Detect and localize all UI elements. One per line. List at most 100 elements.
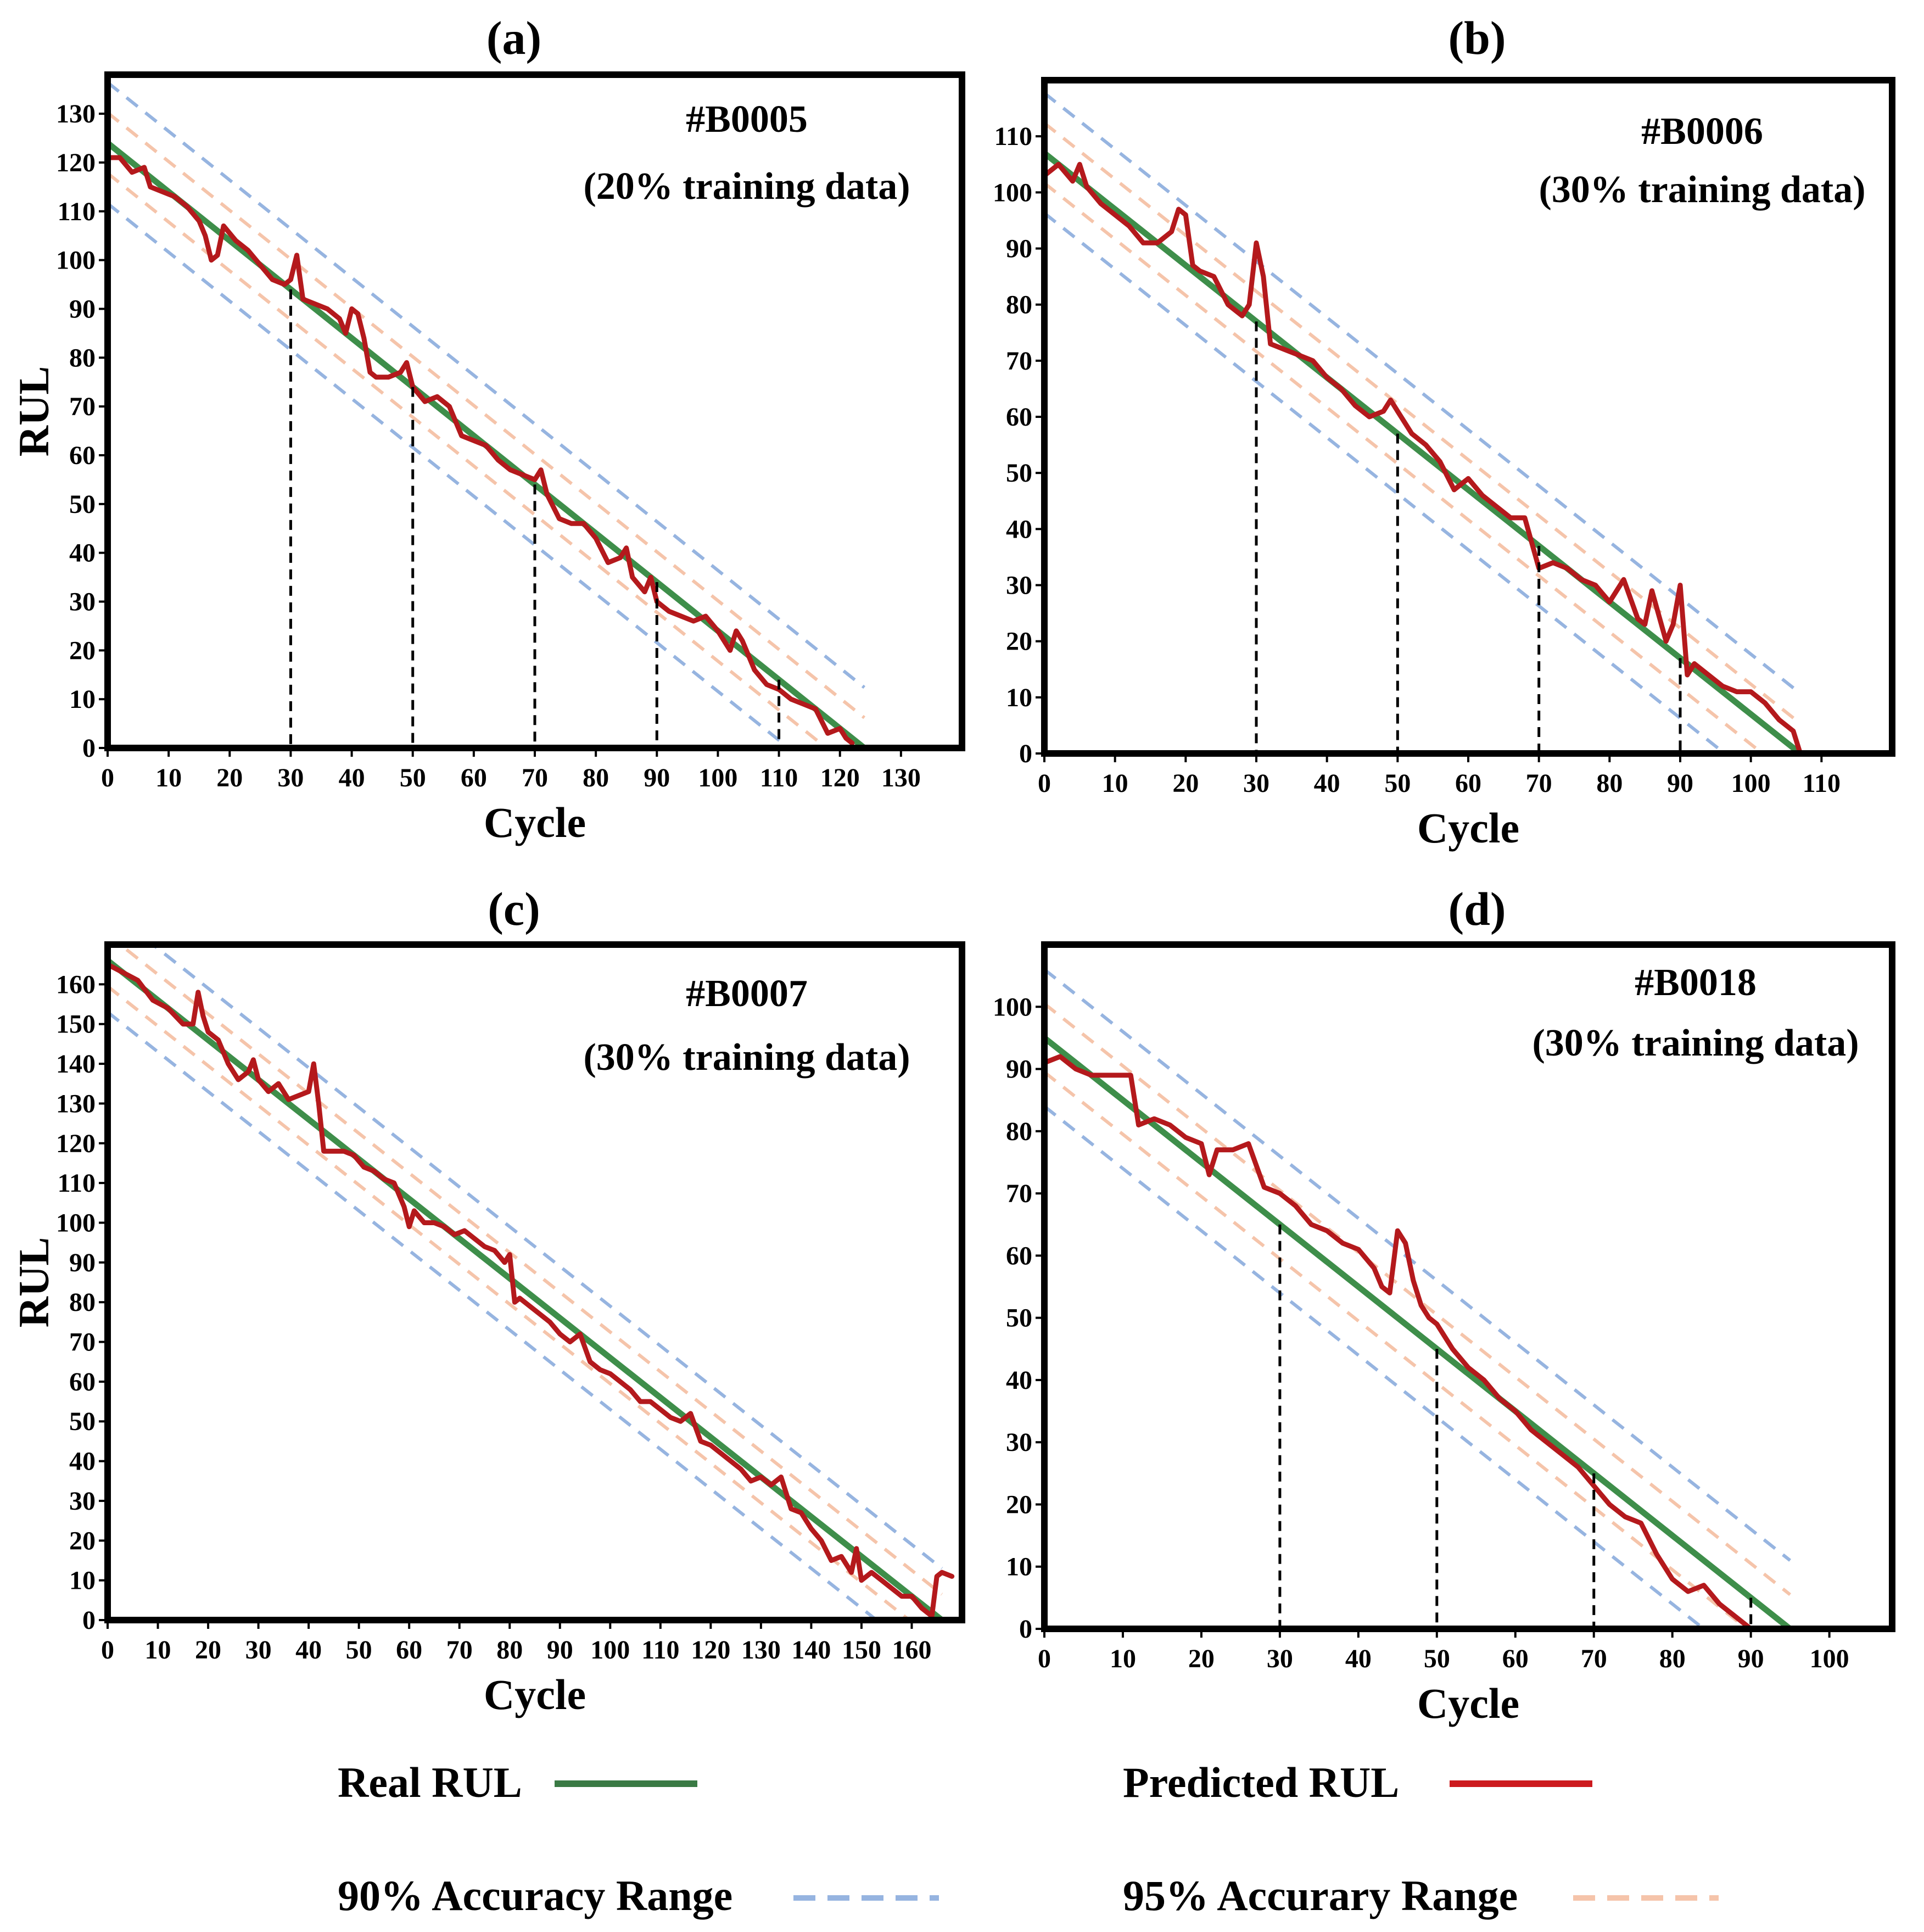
chart3-ytick-label-7: 70 <box>1006 1179 1032 1208</box>
chart2-xtick-label-9: 90 <box>547 1635 573 1665</box>
legend-range90-label: 90% Accuracy Range <box>338 1872 732 1919</box>
chart2-ytick-label-9: 90 <box>69 1248 96 1277</box>
chart0-ytick-label-9: 90 <box>69 294 96 323</box>
chart2-ytick-label-8: 80 <box>69 1288 96 1317</box>
chart3-xtick-label-3: 30 <box>1267 1644 1293 1673</box>
chart3-ytick-label-5: 50 <box>1006 1304 1032 1333</box>
chart0-frame <box>104 71 965 751</box>
chart1-xtick-label-3: 30 <box>1243 769 1269 798</box>
chart2-xtick-label-11: 110 <box>641 1635 679 1665</box>
chart2-ytick-label-1: 10 <box>69 1566 96 1595</box>
chart1-frame <box>1041 77 1895 757</box>
chart1-xtick-label-11: 110 <box>1803 769 1841 798</box>
chart3-xlabel: Cycle <box>1417 1679 1519 1727</box>
chart0-ytick-label-6: 60 <box>69 441 96 470</box>
chart0-ytick-label-0: 0 <box>82 734 96 763</box>
chart1-ytick-label-4: 40 <box>1006 515 1032 544</box>
chart0-ylabel: RUL <box>10 366 58 457</box>
chart3-range90-lower <box>1044 1105 1707 1629</box>
chart2-xtick-label-1: 10 <box>145 1635 171 1665</box>
chart1-ytick-label-8: 80 <box>1006 291 1032 320</box>
chart1-xtick-label-10: 100 <box>1731 769 1771 798</box>
chart1-ytick-label-2: 20 <box>1006 627 1032 656</box>
chart0-ytick-label-8: 80 <box>69 343 96 372</box>
chart3-ytick-label-4: 40 <box>1006 1366 1032 1395</box>
chart1-ytick-label-10: 100 <box>993 178 1032 207</box>
chart1-xtick-label-8: 80 <box>1596 769 1623 798</box>
chart0-xtick-label-8: 80 <box>583 763 609 792</box>
chart1-ytick-label-6: 60 <box>1006 403 1032 432</box>
chart3-ytick-label-9: 90 <box>1006 1055 1032 1084</box>
chart2-xtick-label-10: 100 <box>590 1635 630 1665</box>
chart2-range95-upper <box>118 945 943 1596</box>
chart3-battery-id: #B0018 <box>1635 962 1757 1004</box>
chart2-ytick-label-3: 30 <box>69 1487 96 1516</box>
chart1-range95-upper <box>1044 121 1802 725</box>
legend-range95-label: 95% Accurary Range <box>1123 1872 1518 1919</box>
chart3-xtick-label-0: 0 <box>1038 1644 1051 1673</box>
chart0-xtick-label-10: 100 <box>698 763 737 792</box>
chart0-xtick-label-5: 50 <box>400 763 426 792</box>
chart0-battery-id: #B0005 <box>686 98 808 141</box>
chart3-training-note: (30% training data) <box>1533 1022 1859 1064</box>
chart2-ytick-label-16: 160 <box>56 970 96 999</box>
chart0-range95-lower <box>108 172 830 748</box>
chart2-xtick-label-3: 30 <box>245 1635 272 1665</box>
chart3-frame <box>1041 941 1895 1632</box>
chart3-xtick-label-7: 70 <box>1581 1644 1607 1673</box>
chart1-panel-label: (b) <box>1448 12 1506 64</box>
chart1-ytick-label-3: 30 <box>1006 571 1032 600</box>
chart3-xtick-label-8: 80 <box>1659 1644 1686 1673</box>
chart1-ytick-label-7: 70 <box>1006 347 1032 376</box>
chart1-ytick-label-5: 50 <box>1006 459 1032 488</box>
chart1-range90-lower <box>1044 211 1727 753</box>
legend-real-label: Real RUL <box>338 1758 522 1806</box>
chart1-xlabel: Cycle <box>1417 804 1519 852</box>
chart3-xtick-label-10: 100 <box>1810 1644 1849 1673</box>
chart1-xtick-label-5: 50 <box>1384 769 1411 798</box>
chart2-ylabel: RUL <box>10 1237 58 1328</box>
chart1-xtick-label-4: 40 <box>1314 769 1340 798</box>
chart2-battery-id: #B0007 <box>686 973 808 1015</box>
chart0-ytick-label-4: 40 <box>69 539 96 568</box>
chart1-xtick-label-7: 70 <box>1526 769 1552 798</box>
chart2-xtick-label-14: 140 <box>791 1635 831 1665</box>
chart0-xtick-label-9: 90 <box>644 763 670 792</box>
panel-a: 0 10 20 30 40 50 60 70 80 90 100 110 120 130 0 10 20 30 40… <box>10 12 965 846</box>
chart1-range95-lower <box>1044 182 1765 753</box>
legend: Real RUL Predicted RUL 90% Accuracy Rang… <box>338 1758 1719 1919</box>
chart0-ytick-label-10: 100 <box>56 246 96 275</box>
chart1-ytick-label-11: 110 <box>994 122 1032 151</box>
chart3-panel-label: (d) <box>1448 883 1506 935</box>
chart2-ytick-label-2: 20 <box>69 1526 96 1555</box>
chart1-xtick-label-2: 20 <box>1172 769 1199 798</box>
chart0-ytick-label-3: 30 <box>69 587 96 616</box>
chart2-xtick-label-15: 150 <box>842 1635 881 1665</box>
chart0-ytick-label-7: 70 <box>69 392 96 421</box>
chart0-range90-lower <box>108 202 792 748</box>
chart1-training-note: (30% training data) <box>1539 169 1866 211</box>
chart1-ytick-label-1: 10 <box>1006 683 1032 712</box>
chart1-plot-area <box>1044 92 1804 753</box>
chart0-predicted-rul-line <box>108 155 855 746</box>
chart2-ytick-label-14: 140 <box>56 1049 96 1079</box>
chart0-panel-label: (a) <box>486 12 541 64</box>
chart2-ytick-label-0: 0 <box>82 1606 96 1635</box>
chart3-xtick-label-4: 40 <box>1345 1644 1372 1673</box>
chart2-xtick-label-8: 80 <box>496 1635 523 1665</box>
chart3-ytick-label-3: 30 <box>1006 1428 1032 1457</box>
chart3-xtick-label-2: 20 <box>1188 1644 1215 1673</box>
chart3-range90-upper <box>1044 968 1792 1562</box>
chart3-plot-area <box>1044 968 1793 1629</box>
chart1-xtick-label-0: 0 <box>1038 769 1051 798</box>
chart2-xtick-label-7: 70 <box>446 1635 473 1665</box>
chart2-xtick-label-2: 20 <box>195 1635 221 1665</box>
chart3-ytick-label-2: 20 <box>1006 1490 1032 1519</box>
chart1-real-rul-line <box>1044 150 1804 753</box>
chart2-range90-lower <box>108 1010 880 1620</box>
chart3-real-rul-line <box>1044 1035 1793 1629</box>
chart2-ytick-label-7: 70 <box>69 1328 96 1357</box>
chart3-ytick-label-0: 0 <box>1019 1615 1032 1644</box>
chart0-xtick-label-11: 110 <box>760 763 798 792</box>
